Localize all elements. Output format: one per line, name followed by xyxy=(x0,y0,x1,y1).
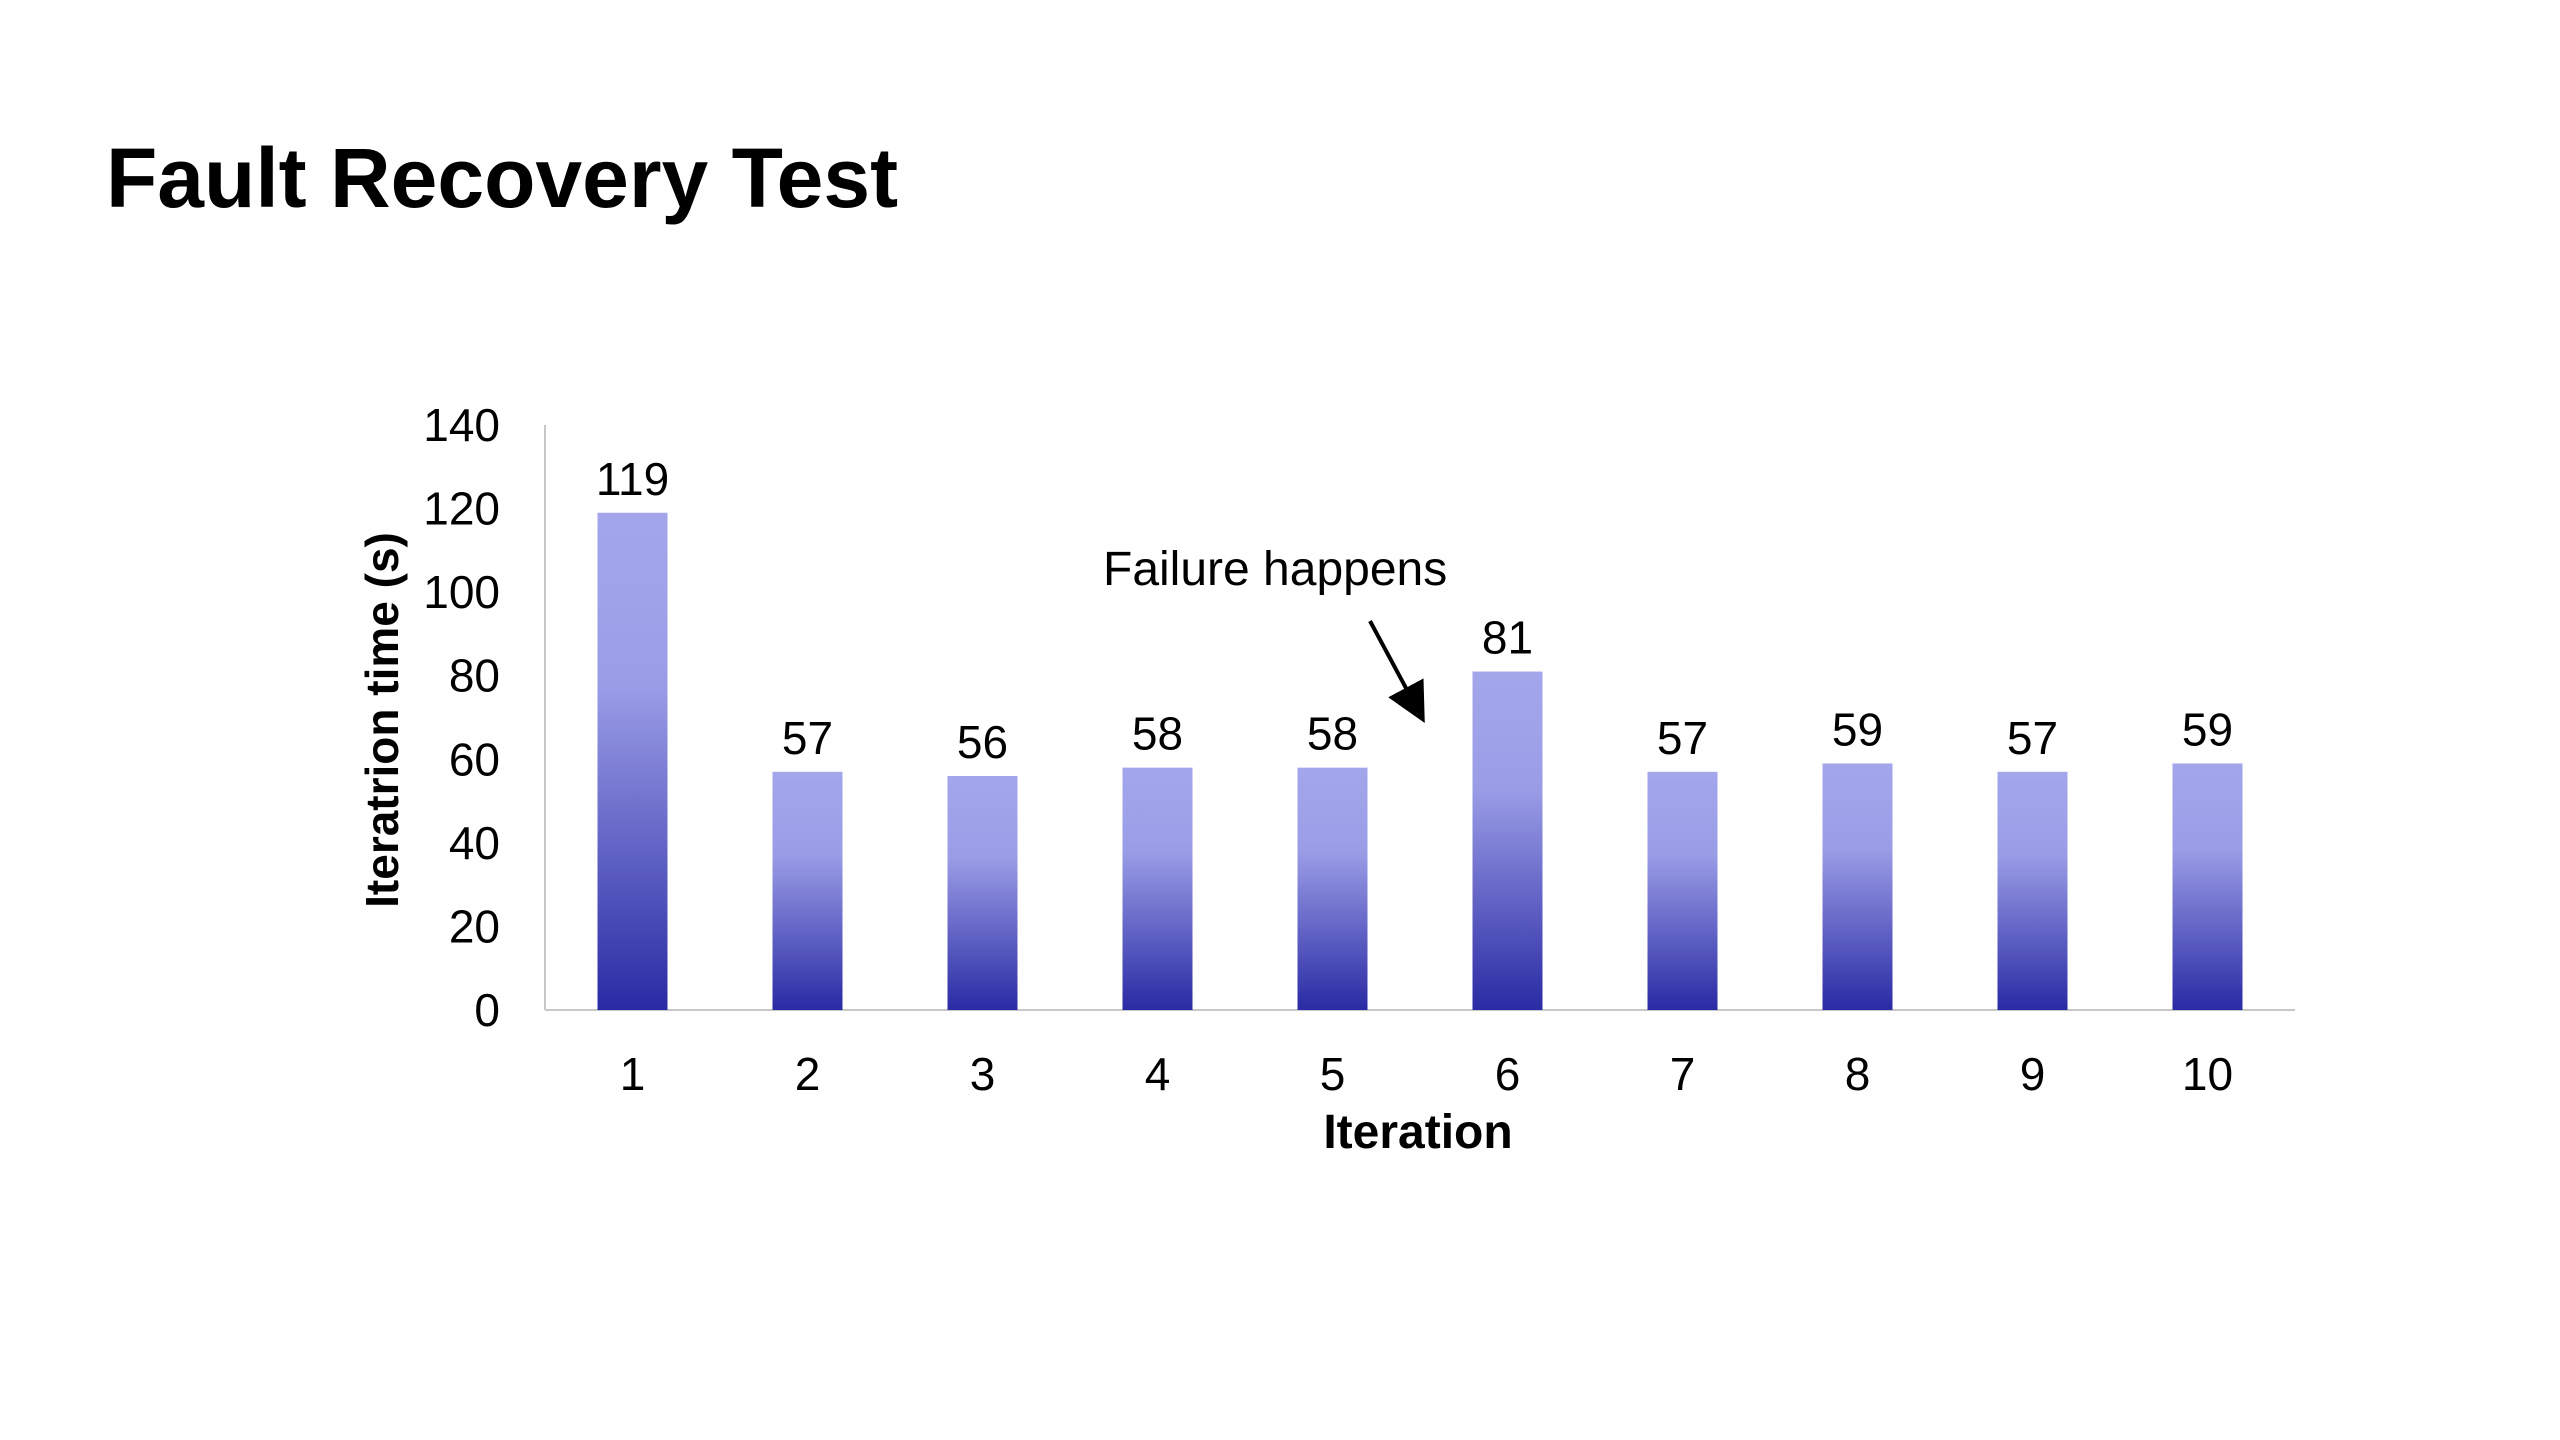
bar-value-label: 56 xyxy=(957,716,1008,768)
bar-value-label: 57 xyxy=(1657,712,1708,764)
y-tick-label: 140 xyxy=(423,399,500,451)
bar-value-label: 59 xyxy=(1832,703,1883,755)
y-tick-label: 80 xyxy=(449,650,500,702)
annotation-arrow xyxy=(1368,620,1425,724)
bar xyxy=(947,776,1018,1010)
bar xyxy=(1822,763,1893,1010)
slide-title: Fault Recovery Test xyxy=(106,131,899,225)
y-tick-label: 20 xyxy=(449,900,500,952)
bar xyxy=(772,771,843,1010)
y-axis-title: Iteratrion time (s) xyxy=(356,532,408,908)
x-tick-label: 1 xyxy=(620,1048,646,1100)
bar-value-label: 58 xyxy=(1307,708,1358,760)
x-tick-label: 3 xyxy=(970,1048,996,1100)
y-axis: 0 20 40 60 80 100 120 140 xyxy=(423,399,546,1036)
bar xyxy=(1647,771,1718,1010)
x-axis-title: Iteration xyxy=(1323,1106,1512,1159)
bar xyxy=(1997,771,2068,1010)
y-tick-label: 0 xyxy=(474,984,500,1036)
x-tick-label: 8 xyxy=(1845,1048,1871,1100)
bar-value-label: 58 xyxy=(1132,708,1183,760)
bar-value-label: 57 xyxy=(782,712,833,764)
x-tick-label: 10 xyxy=(2182,1048,2233,1100)
x-tick-label: 5 xyxy=(1320,1048,1346,1100)
x-tick-label: 4 xyxy=(1145,1048,1171,1100)
bar xyxy=(2172,763,2243,1010)
bar xyxy=(597,512,668,1010)
bars xyxy=(597,512,2243,1010)
bar xyxy=(1122,767,1193,1010)
y-tick-label: 60 xyxy=(449,733,500,785)
bar-value-label: 57 xyxy=(2007,712,2058,764)
x-tick-label: 9 xyxy=(2020,1048,2046,1100)
x-axis: 1 2 3 4 5 6 7 8 9 10 xyxy=(545,1009,2295,1100)
y-tick-label: 120 xyxy=(423,483,500,535)
bar xyxy=(1472,671,1543,1010)
y-tick-label: 100 xyxy=(423,566,500,618)
bar xyxy=(1297,767,1368,1010)
bar-value-label: 119 xyxy=(596,453,669,505)
data-labels: 119 57 56 58 58 81 57 59 57 59 xyxy=(596,453,2233,768)
x-tick-label: 6 xyxy=(1495,1048,1521,1100)
x-tick-label: 7 xyxy=(1670,1048,1696,1100)
annotation-text: Failure happens xyxy=(1103,543,1447,596)
bar-value-label: 81 xyxy=(1482,612,1533,664)
y-tick-label: 40 xyxy=(449,817,500,869)
x-tick-label: 2 xyxy=(795,1048,821,1100)
bar-value-label: 59 xyxy=(2182,703,2233,755)
